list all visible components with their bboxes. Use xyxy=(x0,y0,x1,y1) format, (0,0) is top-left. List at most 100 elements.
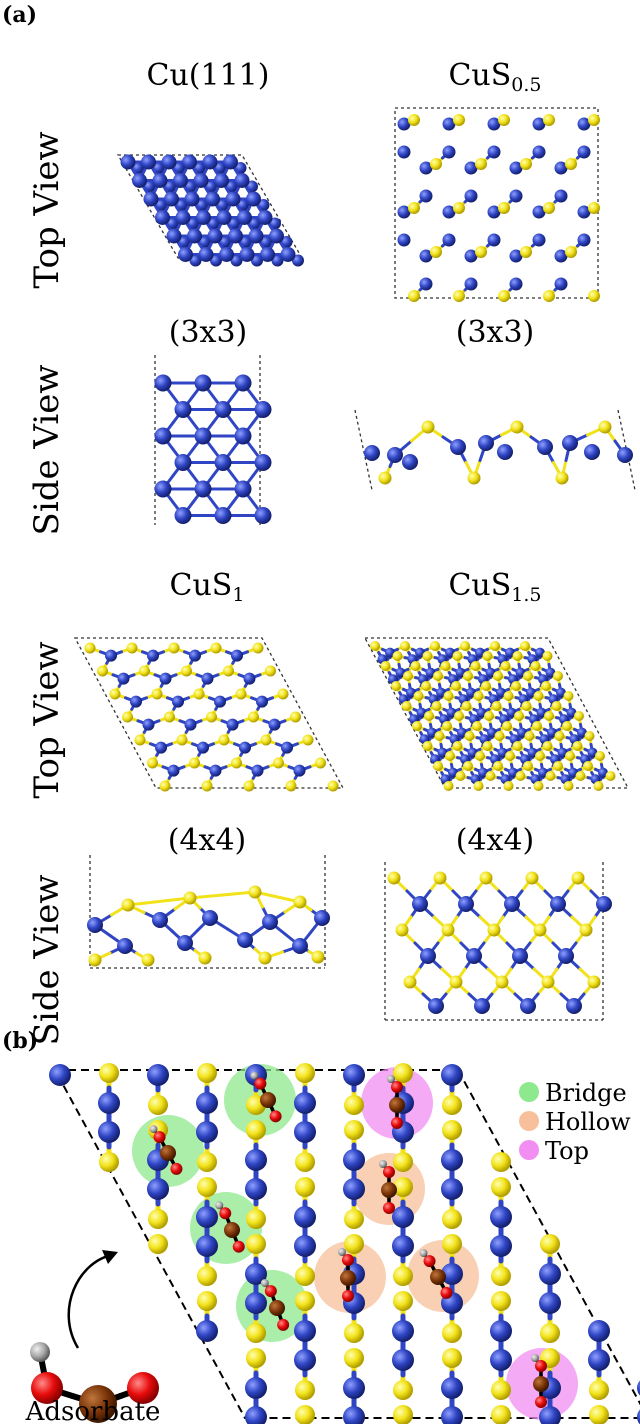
s-atom xyxy=(494,731,505,741)
s-atom xyxy=(445,751,455,761)
panel-b-label: (b) xyxy=(2,1028,38,1054)
s-atom xyxy=(197,1291,217,1311)
cu-atom xyxy=(517,727,527,738)
cell-outline xyxy=(73,637,345,789)
placement-arrow xyxy=(67,1253,113,1349)
cu-atom xyxy=(588,1349,610,1371)
cu-atom xyxy=(251,254,263,267)
cu-atom xyxy=(154,427,172,445)
h-atom xyxy=(531,1354,539,1362)
cu-atom xyxy=(442,205,456,219)
cu-atom xyxy=(487,233,501,247)
cu-atom xyxy=(194,427,212,445)
s-atom xyxy=(293,895,307,909)
cu-atom xyxy=(487,117,501,131)
s-atom xyxy=(168,642,180,654)
cu-atom xyxy=(538,767,548,778)
s-atom xyxy=(583,761,593,771)
cu-atom xyxy=(234,480,252,498)
cu-atom xyxy=(568,767,578,778)
s-atom xyxy=(498,290,510,302)
s-atom xyxy=(543,290,555,302)
cu-atom xyxy=(446,707,457,718)
s-atom xyxy=(295,1380,315,1400)
cu-atom xyxy=(152,912,168,928)
s-atom xyxy=(441,923,455,937)
s-atom xyxy=(344,1095,364,1115)
s-atom xyxy=(393,1152,413,1172)
o-atom xyxy=(342,1290,354,1302)
cu-atom xyxy=(254,401,272,418)
o-atom xyxy=(127,1372,159,1404)
cu-atom xyxy=(509,249,523,263)
s-atom xyxy=(524,731,535,741)
cu-atom xyxy=(262,914,278,930)
s-atom xyxy=(523,761,533,771)
s-atom xyxy=(475,751,485,761)
h-atom xyxy=(250,1071,259,1080)
row-label-top-2: Top View xyxy=(27,641,67,798)
cu-atom xyxy=(143,191,159,207)
s-atom xyxy=(126,642,138,654)
s-atom xyxy=(455,771,466,781)
s-atom xyxy=(541,681,551,691)
s-atom xyxy=(498,202,510,214)
s-atom xyxy=(453,202,465,214)
s-atom xyxy=(392,651,403,661)
cu-atom xyxy=(294,1206,316,1228)
s-atom xyxy=(393,1177,413,1197)
cu-atom xyxy=(392,1320,414,1342)
cu-atom xyxy=(539,1292,561,1314)
cu-atom xyxy=(98,1092,120,1114)
s-atom xyxy=(197,1152,217,1172)
cu-atom xyxy=(364,445,380,461)
c-atom xyxy=(381,1182,397,1198)
s-atom xyxy=(151,688,163,700)
s-atom xyxy=(197,1177,217,1197)
s-atom xyxy=(487,923,501,937)
cu-atom xyxy=(219,247,234,262)
s-atom xyxy=(84,642,96,654)
cu-atom xyxy=(196,1206,218,1228)
cu-atom xyxy=(487,727,497,738)
s-atom xyxy=(302,734,314,746)
o-atom xyxy=(153,1131,166,1144)
cu-atom xyxy=(254,454,272,471)
cu-atom xyxy=(239,247,255,262)
cu-atom xyxy=(207,228,223,244)
cu-atom xyxy=(566,707,577,718)
s-atom xyxy=(544,711,554,721)
cu-atom xyxy=(175,210,191,225)
s-atom xyxy=(491,1291,511,1311)
cu-atom xyxy=(194,374,212,392)
s-atom xyxy=(454,711,464,721)
cu-atom xyxy=(509,189,523,203)
cu-atom xyxy=(294,1349,316,1371)
cu-atom xyxy=(442,233,456,247)
s-atom xyxy=(473,691,484,701)
cu-atom xyxy=(402,454,418,470)
s-atom xyxy=(467,471,481,485)
c-atom xyxy=(389,1097,405,1113)
s-atom xyxy=(315,757,326,769)
cu-atom xyxy=(554,189,568,203)
s-atom xyxy=(605,771,616,781)
cu-atom xyxy=(294,1121,316,1143)
cu-atom xyxy=(87,917,103,933)
supercell-cus05: (3x3) xyxy=(456,315,535,350)
s-atom xyxy=(99,1063,119,1083)
cu-atom xyxy=(464,277,478,291)
s-atom xyxy=(430,641,440,651)
s-atom xyxy=(512,651,523,661)
cu-atom xyxy=(554,249,568,263)
s-atom xyxy=(400,641,410,651)
s-atom xyxy=(563,691,574,701)
cu-atom xyxy=(256,695,268,708)
s-atom xyxy=(535,751,545,761)
cu-atom xyxy=(196,1320,218,1342)
cu-atom xyxy=(532,233,546,247)
s-atom xyxy=(453,290,465,302)
s-atom xyxy=(555,471,569,485)
s-atom xyxy=(295,1266,315,1286)
cu-atom xyxy=(257,210,273,225)
